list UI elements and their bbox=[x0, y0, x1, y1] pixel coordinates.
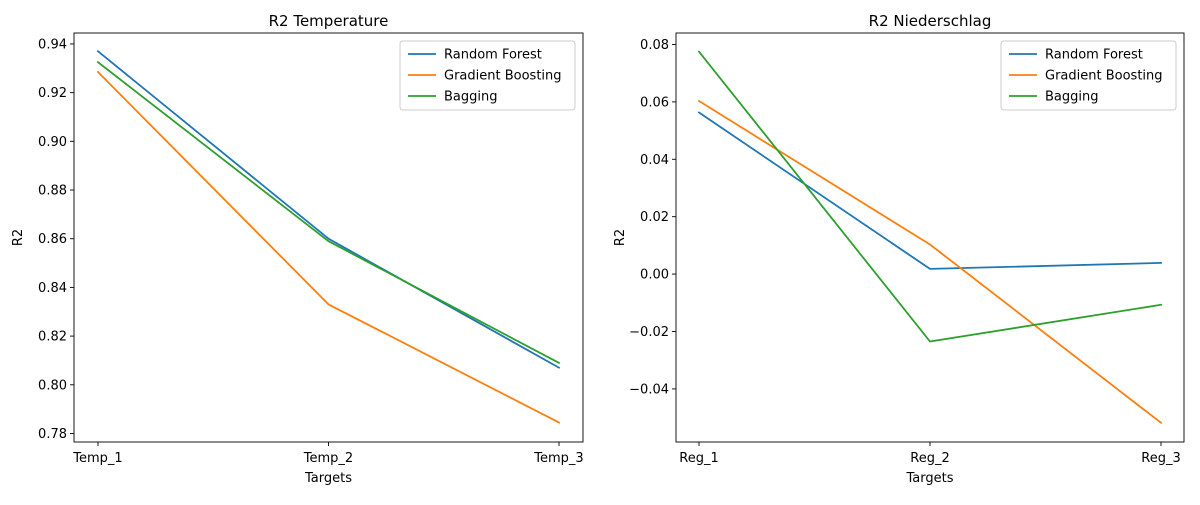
y-tick-label: 0.90 bbox=[38, 135, 67, 150]
series-line-gradient-boosting bbox=[697, 99, 1163, 425]
y-axis-label: R2 bbox=[613, 229, 628, 246]
y-tick-label: 0.02 bbox=[640, 210, 669, 225]
legend: Random Forest Gradient Boosting Bagging bbox=[1000, 40, 1177, 111]
chart-title: R2 Temperature bbox=[269, 12, 389, 30]
x-tick-label: Reg_2 bbox=[910, 451, 949, 466]
series-line-gradient-boosting bbox=[96, 70, 561, 424]
legend-label-random-forest: Random Forest bbox=[444, 48, 542, 63]
x-tick-label: Reg_1 bbox=[679, 451, 718, 466]
x-axis-label: Targets bbox=[304, 471, 352, 486]
legend-label-bagging: Bagging bbox=[1045, 90, 1099, 105]
y-tick-label: 0.84 bbox=[38, 281, 67, 296]
chart-r2-niederschlag: R2 Niederschlag −0.04 −0.02 0.00 0.02 0.04 0.0… bbox=[613, 12, 1185, 486]
y-tick-label: 0.04 bbox=[640, 153, 669, 168]
y-tick-label: 0.06 bbox=[640, 95, 669, 110]
plot-area-frame bbox=[73, 32, 584, 443]
y-tick-label: 0.86 bbox=[38, 232, 67, 247]
legend: Random Forest Gradient Boosting Bagging bbox=[399, 40, 576, 111]
legend-label-gradient-boosting: Gradient Boosting bbox=[444, 69, 562, 84]
legend-label-bagging: Bagging bbox=[444, 90, 498, 105]
series-line-random-forest bbox=[697, 111, 1162, 270]
x-tick-label: Temp_3 bbox=[533, 451, 583, 466]
x-tick-label: Reg_3 bbox=[1141, 451, 1180, 466]
series-line-random-forest bbox=[96, 50, 561, 369]
y-tick-label: 0.80 bbox=[38, 378, 67, 393]
legend-label-random-forest: Random Forest bbox=[1045, 48, 1143, 63]
y-tick-label: 0.78 bbox=[38, 427, 67, 442]
y-tick-label: −0.04 bbox=[629, 382, 669, 397]
legend-frame bbox=[399, 40, 576, 111]
x-axis-label: Targets bbox=[906, 471, 954, 486]
plot-area-frame bbox=[675, 32, 1185, 443]
y-tick-label: 0.08 bbox=[640, 38, 669, 53]
legend-label-gradient-boosting: Gradient Boosting bbox=[1045, 69, 1163, 84]
y-tick-label: −0.02 bbox=[629, 325, 669, 340]
y-tick-label: 0.00 bbox=[640, 268, 669, 283]
chart-title: R2 Niederschlag bbox=[869, 12, 992, 30]
y-tick-label: 0.94 bbox=[38, 37, 67, 52]
y-tick-label: 0.82 bbox=[38, 330, 67, 345]
x-tick-label: Temp_1 bbox=[72, 451, 122, 466]
y-tick-label: 0.88 bbox=[38, 184, 67, 199]
series-line-bagging bbox=[697, 50, 1163, 343]
y-axis-label: R2 bbox=[11, 229, 26, 246]
x-tick-label: Temp_2 bbox=[303, 451, 353, 466]
chart-r2-temperature: R2 Temperature 0.78 0.80 0.82 0.84 0.86 0.88 0.… bbox=[11, 12, 584, 486]
y-tick-label: 0.92 bbox=[38, 86, 67, 101]
series-line-bagging bbox=[96, 60, 561, 365]
legend-frame bbox=[1000, 40, 1177, 111]
